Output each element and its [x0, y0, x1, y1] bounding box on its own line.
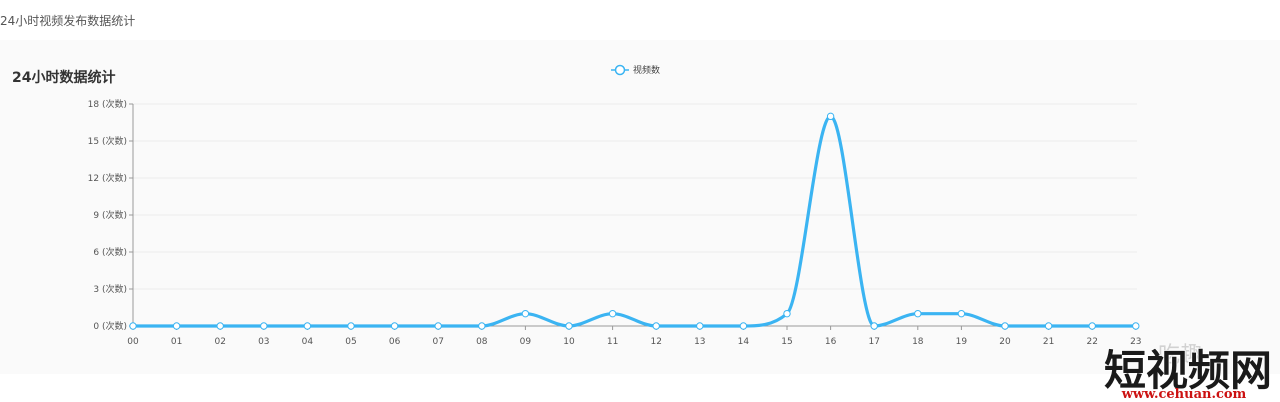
data-point[interactable] — [914, 309, 922, 318]
x-tick-label: 12 — [650, 337, 661, 347]
data-point[interactable] — [172, 322, 181, 330]
watermark-url: www.cehuan.com — [1121, 387, 1247, 402]
data-point[interactable] — [521, 309, 530, 318]
x-tick-label: 16 — [825, 337, 837, 347]
data-point[interactable] — [303, 322, 312, 330]
x-tick-label: 13 — [694, 337, 705, 347]
x-tick-label: 06 — [389, 337, 401, 347]
data-point[interactable] — [1044, 322, 1053, 330]
data-point[interactable] — [739, 322, 748, 330]
data-point[interactable] — [870, 322, 878, 330]
x-tick-label: 00 — [127, 337, 139, 347]
data-point[interactable] — [565, 322, 573, 330]
data-point[interactable] — [347, 322, 355, 330]
x-tick-label: 23 — [1130, 337, 1141, 347]
x-tick-label: 10 — [563, 337, 575, 347]
series-line — [133, 114, 1136, 328]
y-axis-ticks: 0 (次数) 3 (次数) 6 (次数) 9 (次数) 12 (次数) 15 (次数) 18… — [88, 98, 133, 332]
x-tick-label: 08 — [476, 337, 488, 347]
x-tick-label: 05 — [345, 337, 356, 347]
page-heading: 24小时视频发布数据统计 — [0, 14, 136, 28]
data-point[interactable] — [1088, 322, 1096, 330]
grid-lines — [133, 103, 1137, 290]
x-tick-label: 21 — [1043, 337, 1054, 347]
data-point[interactable] — [957, 309, 966, 318]
chart-title: 24小时数据统计 — [12, 70, 116, 86]
x-tick-label: 15 — [781, 337, 792, 347]
legend-marker — [614, 64, 626, 76]
data-point[interactable] — [129, 322, 137, 330]
y-tick-label: 6 (次数) — [93, 246, 127, 258]
x-tick-label: 03 — [258, 337, 269, 347]
data-point[interactable] — [216, 322, 224, 330]
data-point[interactable] — [652, 322, 660, 330]
x-tick-label: 04 — [302, 337, 314, 347]
data-point[interactable] — [390, 322, 399, 330]
data-point[interactable] — [783, 309, 791, 318]
data-point[interactable] — [696, 322, 704, 330]
data-point[interactable] — [1132, 322, 1140, 330]
y-tick-label: 3 (次数) — [93, 283, 127, 295]
x-tick-label: 17 — [868, 337, 879, 347]
data-point[interactable] — [826, 112, 835, 121]
chart-panel — [0, 40, 1280, 374]
data-point[interactable] — [260, 322, 268, 330]
x-tick-label: 20 — [999, 337, 1011, 347]
x-tick-label: 18 — [912, 337, 924, 347]
x-tick-label: 19 — [956, 337, 968, 347]
y-tick-label: 0 (次数) — [93, 320, 127, 332]
data-point[interactable] — [608, 309, 617, 318]
x-tick-label: 14 — [738, 337, 750, 347]
legend[interactable]: 视频数 — [611, 64, 660, 76]
y-tick-label: 12 (次数) — [88, 172, 127, 184]
x-axis-ticks: 00 01 02 03 04 05 06 07 08 09 10 11 12 13 14 15 16 17 18 19… — [127, 326, 1142, 347]
x-tick-label: 02 — [214, 337, 225, 347]
data-point[interactable] — [1001, 322, 1009, 330]
y-tick-label: 15 (次数) — [88, 135, 127, 147]
x-tick-label: 07 — [432, 337, 443, 347]
y-tick-label: 18 (次数) — [88, 98, 127, 110]
x-tick-label: 09 — [520, 337, 532, 347]
x-tick-label: 22 — [1086, 337, 1097, 347]
data-points — [129, 112, 1140, 330]
data-point[interactable] — [434, 322, 442, 330]
y-tick-label: 9 (次数) — [93, 209, 127, 221]
legend-label[interactable]: 视频数 — [633, 64, 660, 76]
series-lines — [133, 114, 1136, 328]
x-tick-label: 11 — [607, 337, 618, 347]
watermark-small: 吃趣 — [1158, 343, 1202, 368]
watermark-brand: 短视频网 — [1104, 346, 1272, 395]
x-tick-label: 01 — [171, 337, 182, 347]
data-point[interactable] — [478, 322, 486, 330]
